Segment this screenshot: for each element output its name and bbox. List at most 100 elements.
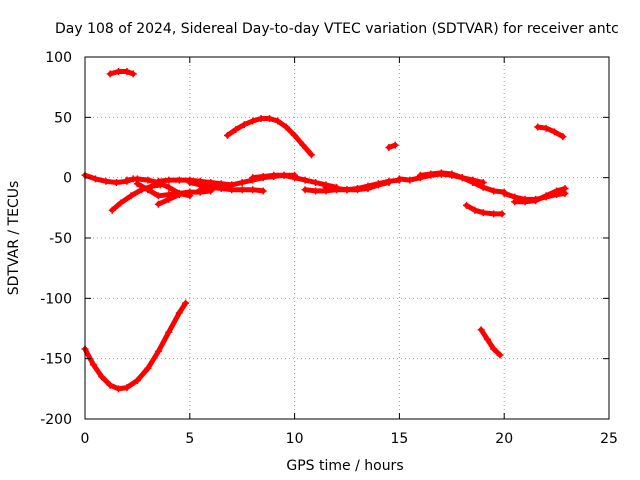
series-arc-14: [322, 178, 393, 194]
data-point: [416, 171, 424, 179]
series-arc-22: [534, 123, 567, 141]
data-point: [322, 183, 330, 191]
data-point: [108, 206, 116, 214]
data-point: [301, 176, 309, 184]
data-point: [129, 70, 137, 78]
data-point: [249, 186, 257, 194]
data-point: [458, 174, 466, 182]
data-point: [238, 178, 246, 186]
data-point: [521, 198, 529, 206]
data-point: [551, 128, 559, 136]
data-point: [165, 183, 173, 191]
data-point: [479, 209, 487, 217]
data-point: [115, 385, 123, 393]
data-point: [240, 121, 248, 129]
series-arc-19: [477, 326, 504, 359]
data-point: [477, 326, 485, 334]
data-point: [496, 351, 504, 359]
series-arc-15: [385, 141, 399, 151]
series-line: [82, 300, 189, 392]
series-layer: [81, 67, 569, 393]
data-point: [257, 115, 265, 123]
data-point: [186, 188, 194, 196]
data-point: [133, 376, 141, 384]
data-point: [427, 170, 435, 178]
series-arc-21: [511, 185, 569, 206]
series-arc-12: [249, 171, 341, 191]
x-tick-label: 0: [81, 431, 90, 447]
data-point: [207, 185, 215, 193]
data-point: [274, 117, 282, 125]
data-point: [144, 176, 152, 184]
y-tick-labels: -200 -150 -100 -50 0 50 100: [40, 50, 72, 428]
data-point: [374, 181, 382, 189]
y-axis-title: SDTVAR / TECUs: [6, 181, 22, 296]
data-point: [144, 186, 152, 194]
data-point: [182, 299, 190, 307]
data-point: [238, 186, 246, 194]
data-point: [148, 182, 156, 190]
data-point: [217, 183, 225, 191]
data-point: [312, 187, 320, 195]
data-point: [123, 67, 131, 75]
data-point: [175, 309, 183, 317]
data-point: [490, 345, 498, 353]
data-point: [228, 181, 236, 189]
data-point: [282, 123, 290, 131]
data-point: [406, 176, 414, 184]
data-point: [534, 123, 542, 131]
data-point: [270, 171, 278, 179]
data-point: [561, 185, 569, 193]
data-point: [301, 186, 309, 194]
y-tick-label: 100: [45, 50, 72, 66]
series-line: [107, 69, 136, 77]
y-tick-label: -200: [40, 412, 72, 428]
data-point: [542, 124, 550, 132]
data-point: [490, 210, 498, 218]
series-arc-4: [108, 181, 164, 214]
data-point: [154, 200, 162, 208]
data-point: [106, 70, 114, 78]
data-point: [437, 169, 445, 177]
grid-lines: [85, 57, 609, 419]
x-tick-label: 5: [185, 431, 194, 447]
data-point: [165, 176, 173, 184]
data-point: [353, 186, 361, 194]
data-point: [117, 199, 125, 207]
data-point: [448, 170, 456, 178]
x-tick-labels: 0 5 10 15 20 25: [81, 431, 618, 447]
x-tick-label: 20: [495, 431, 513, 447]
data-point: [483, 335, 491, 343]
data-point: [391, 141, 399, 149]
series-arc-11: [224, 115, 315, 159]
data-point: [115, 67, 123, 75]
data-point: [196, 186, 204, 194]
y-tick-label: 0: [63, 171, 72, 187]
data-point: [249, 174, 257, 182]
y-tick-label: -50: [49, 231, 72, 247]
data-point: [559, 133, 567, 141]
data-point: [364, 185, 372, 193]
data-point: [299, 141, 307, 149]
data-point: [307, 151, 315, 159]
data-point: [165, 328, 173, 336]
data-point: [165, 195, 173, 203]
data-point: [542, 192, 550, 200]
data-point: [385, 178, 393, 186]
data-point: [259, 172, 267, 180]
data-point: [144, 364, 152, 372]
data-point: [123, 176, 131, 184]
data-point: [133, 180, 141, 188]
data-point: [127, 192, 135, 200]
data-point: [89, 361, 97, 369]
data-point: [249, 117, 257, 125]
data-point: [154, 192, 162, 200]
data-point: [224, 131, 232, 139]
data-point: [312, 178, 320, 186]
data-point: [532, 197, 540, 205]
series-line: [535, 124, 566, 140]
y-tick-label: -150: [40, 352, 72, 368]
data-point: [106, 381, 114, 389]
data-point: [123, 384, 131, 392]
